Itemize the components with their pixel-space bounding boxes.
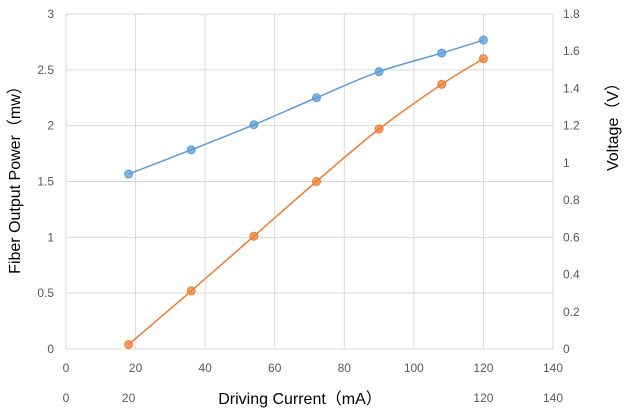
series-2-point (186, 145, 196, 155)
y-tick-label: 0.5 (37, 286, 54, 300)
y2-tick-label: 1.4 (563, 81, 580, 95)
series-2-point (437, 48, 447, 58)
y2-tick-label: 1 (563, 156, 570, 170)
y2-tick-label: 0.2 (563, 305, 580, 319)
series-1-point (478, 54, 488, 64)
series-1-point (186, 286, 196, 296)
y2-tick-label: 1.6 (563, 44, 580, 58)
y-tick-label: 1.5 (37, 175, 54, 189)
series-1-point (437, 79, 447, 89)
y-tick-label: 0 (47, 342, 54, 356)
secondary-x-label: 20 (122, 391, 136, 405)
series-layer (124, 35, 488, 350)
y-tick-label: 2.5 (37, 63, 54, 77)
series-1-point (311, 177, 321, 186)
y-axis-title: Fiber Output Power（mw） (6, 78, 24, 274)
x-axis-title: Driving Current（mA） (218, 390, 382, 408)
series-2-point (311, 93, 321, 103)
y-tick-label: 2 (47, 119, 54, 133)
x-tick-label: 0 (63, 361, 70, 375)
x-tick-label: 20 (129, 361, 143, 375)
series-2-point (374, 67, 384, 77)
y2-tick-label: 0.6 (563, 230, 580, 244)
x-tick-label: 80 (338, 361, 352, 375)
x-tick-label: 100 (404, 361, 424, 375)
tick-labels: 00.511.522.530 20 40 60 80 100 120 14000.20.40.… (37, 7, 580, 405)
y2-tick-label: 0 (563, 342, 570, 356)
x-tick-label: 140 (543, 361, 563, 375)
y2-tick-label: 1.8 (563, 7, 580, 21)
y-tick-label: 3 (47, 7, 54, 21)
y2-tick-label: 0.4 (563, 268, 580, 282)
series-1-point (124, 340, 134, 350)
series-2-point (124, 169, 134, 179)
secondary-x-label: 120 (473, 391, 493, 405)
y2-tick-label: 0.8 (563, 193, 580, 207)
series-2-point (249, 120, 259, 130)
series-2-point (478, 35, 488, 45)
x-tick-label: 120 (473, 361, 493, 375)
x-tick-label: 60 (268, 361, 282, 375)
y2-axis-title: Voltage（V） (604, 75, 622, 171)
secondary-x-label: 0 (63, 391, 70, 405)
y2-tick-label: 1.2 (563, 119, 580, 133)
x-tick-label: 40 (198, 361, 212, 375)
series-1-point (374, 124, 384, 134)
gridlines (65, 13, 554, 350)
secondary-x-label: 140 (543, 391, 563, 405)
y-tick-label: 1 (47, 230, 54, 244)
series-1-point (249, 231, 259, 241)
